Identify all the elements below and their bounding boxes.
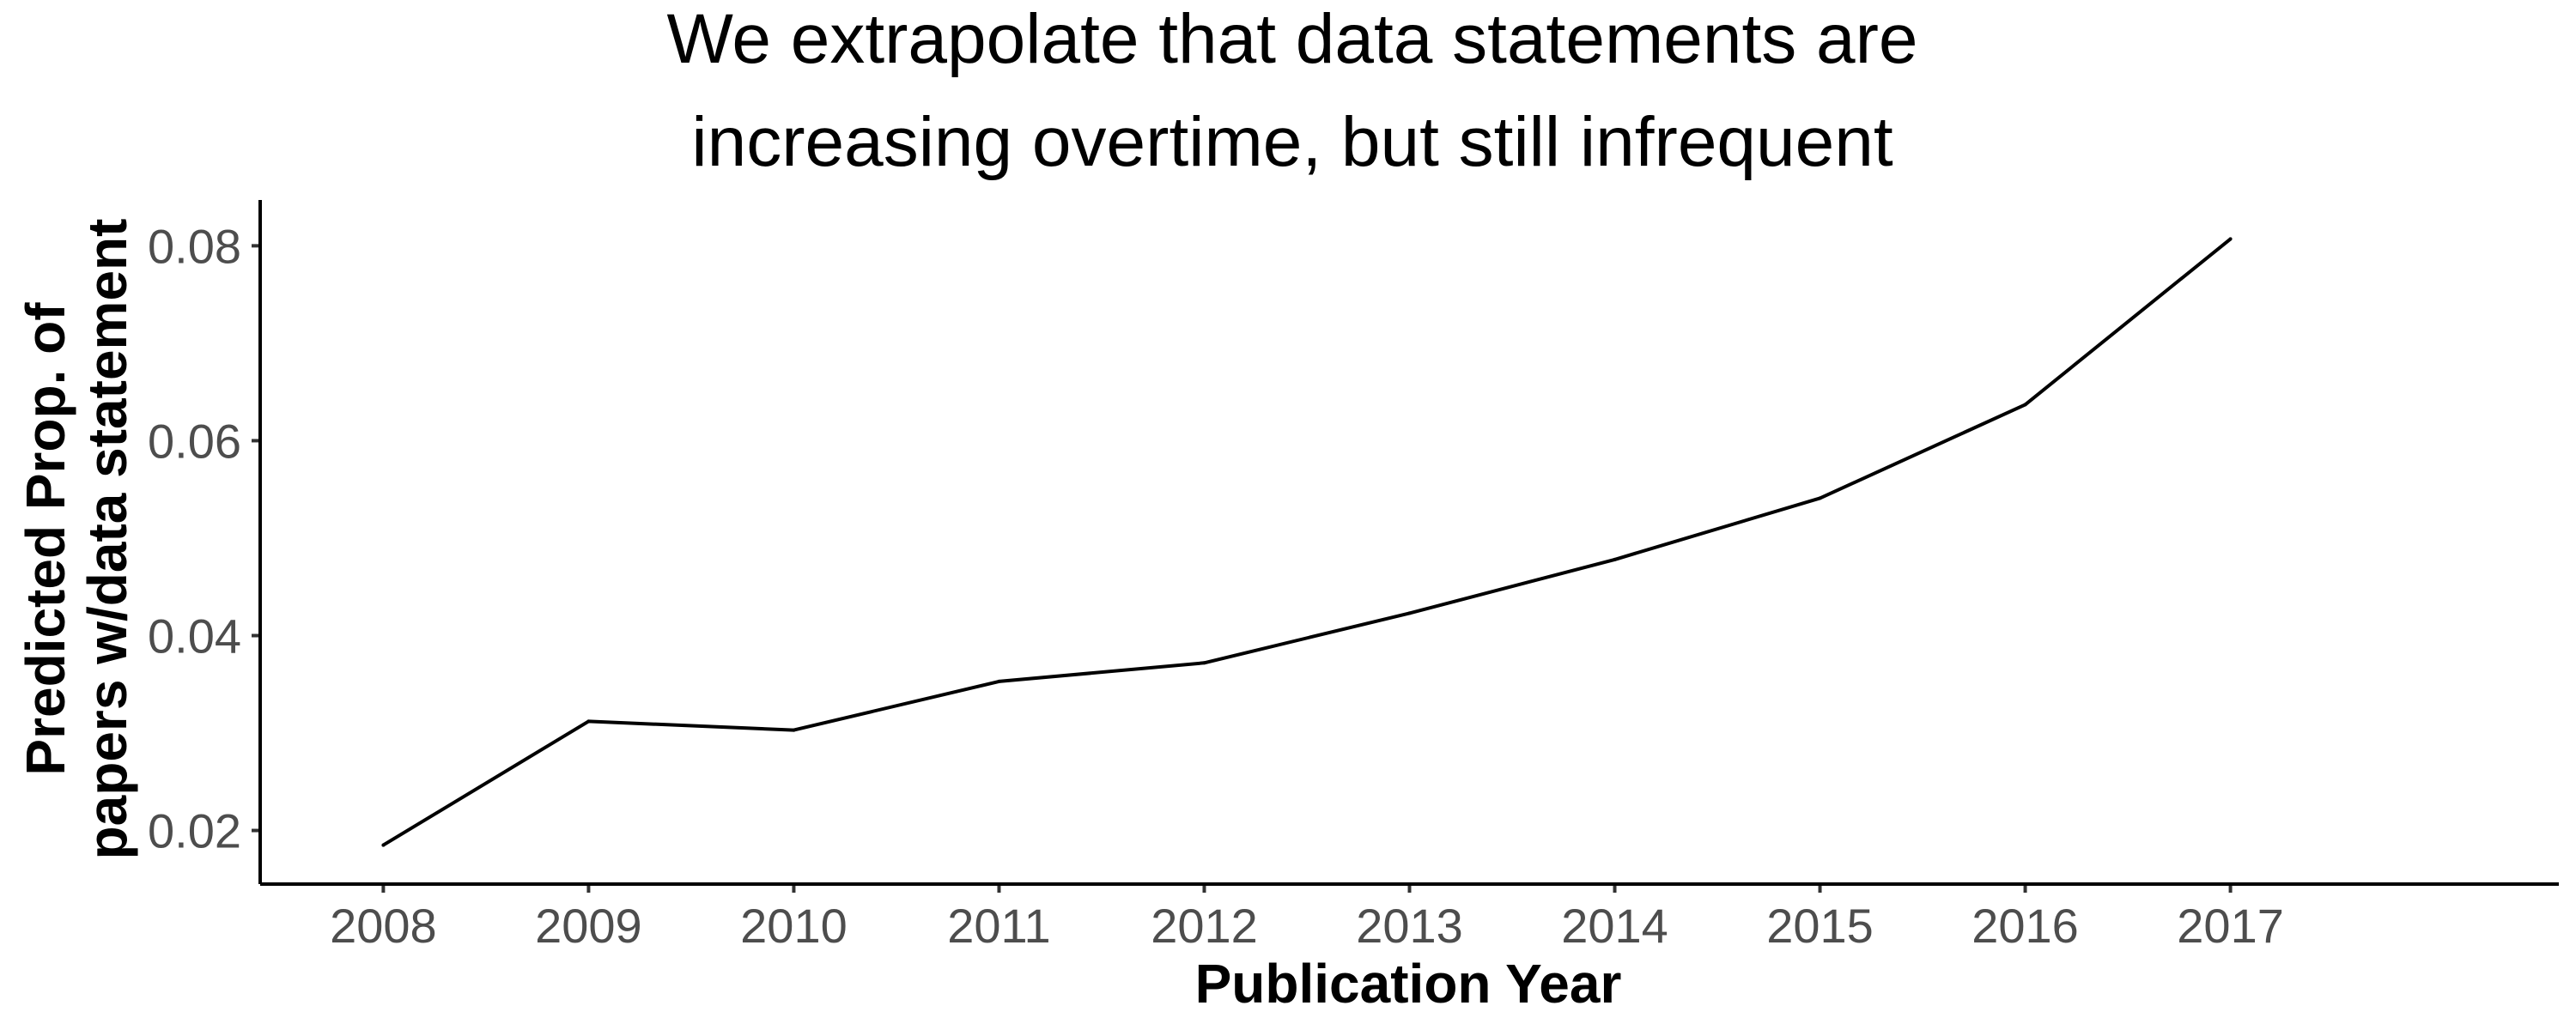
data-point [2023, 403, 2027, 407]
x-tick-label: 2011 [947, 899, 1050, 953]
chart-title: We extrapolate that data statements are … [666, 0, 1917, 181]
data-point [997, 679, 1001, 683]
x-tick-label: 2015 [1766, 899, 1874, 953]
y-tick-label: 0.04 [148, 609, 241, 663]
x-tick-label: 2016 [1971, 899, 2079, 953]
x-tick-label: 2012 [1151, 899, 1258, 953]
x-tick-label: 2017 [2177, 899, 2284, 953]
chart-title-line-1: We extrapolate that data statements are [666, 0, 1917, 78]
x-tick-label: 2013 [1356, 899, 1463, 953]
data-point [1407, 611, 1412, 615]
data-point [1818, 496, 1822, 500]
y-tick-label: 0.06 [148, 414, 241, 468]
x-tick-label: 2014 [1561, 899, 1668, 953]
data-point [1613, 557, 1617, 561]
series-line [382, 237, 2232, 847]
x-tick-label: 2010 [740, 899, 848, 953]
x-tick-label: 2008 [330, 899, 437, 953]
x-axis-title: Publication Year [1195, 953, 1622, 1015]
y-tick-label: 0.02 [148, 804, 241, 858]
x-axis-ticks: 2008 2009 2010 2011 2012 2013 2014 2015 2016 2017 [330, 884, 2284, 953]
data-point [2228, 237, 2233, 241]
x-tick-label: 2009 [535, 899, 642, 953]
chart-title-line-2: increasing overtime, but still infrequen… [691, 103, 1893, 181]
series-group [381, 237, 2233, 847]
data-point [586, 719, 591, 724]
data-point [381, 843, 386, 847]
data-point [1202, 661, 1206, 665]
y-tick-label: 0.08 [148, 219, 241, 273]
y-axis-title: Predicted Prop. of papers w/data stateme… [15, 219, 138, 860]
data-point [792, 728, 796, 732]
y-axis-title-line-1: Predicted Prop. of [15, 302, 76, 776]
y-axis-title-line-2: papers w/data statement [76, 219, 138, 860]
y-axis-ticks: 0.02 0.04 0.06 0.08 [148, 219, 260, 858]
